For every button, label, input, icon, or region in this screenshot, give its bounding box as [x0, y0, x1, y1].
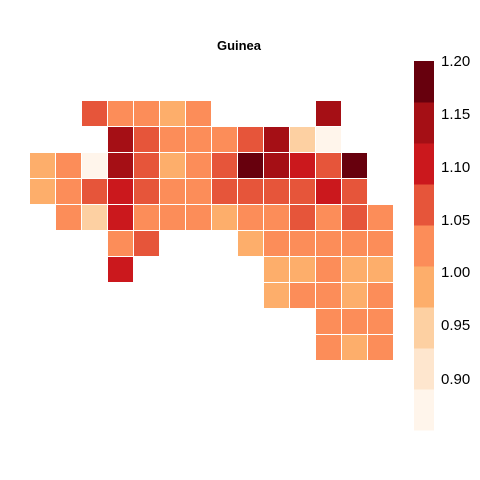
- heatmap-cell: [238, 153, 263, 178]
- heatmap-cell: [342, 309, 367, 334]
- heatmap-cell: [82, 153, 107, 178]
- heatmap-cell: [134, 179, 159, 204]
- heatmap-cell: [290, 179, 315, 204]
- heatmap-cell: [316, 153, 341, 178]
- heatmap-cell: [160, 179, 185, 204]
- heatmap-cell: [160, 127, 185, 152]
- heatmap-cell: [82, 101, 107, 126]
- heatmap-cell: [134, 101, 159, 126]
- legend-tick-label: 0.90: [441, 371, 470, 388]
- heatmap-cell: [212, 179, 237, 204]
- heatmap-cell: [212, 205, 237, 230]
- heatmap-cell: [368, 335, 393, 360]
- heatmap-cell: [368, 205, 393, 230]
- heatmap-cell: [290, 153, 315, 178]
- heatmap-cell: [264, 127, 289, 152]
- legend-tick-label: 1.10: [441, 159, 470, 176]
- legend-swatch: [414, 348, 434, 390]
- heatmap-cell: [238, 127, 263, 152]
- legend-swatch: [414, 266, 434, 308]
- heatmap-cell: [238, 205, 263, 230]
- heatmap-cell: [212, 127, 237, 152]
- heatmap-cell: [108, 205, 133, 230]
- legend-swatch: [414, 225, 434, 267]
- heatmap-cell: [316, 283, 341, 308]
- heatmap-cell: [108, 257, 133, 282]
- legend-tick-label: 1.20: [441, 53, 470, 70]
- heatmap-cell: [368, 257, 393, 282]
- legend-swatch: [414, 143, 434, 185]
- heatmap-cell: [212, 153, 237, 178]
- heatmap-cell: [316, 179, 341, 204]
- heatmap-cell: [108, 179, 133, 204]
- heatmap-cell: [368, 309, 393, 334]
- heatmap-cell: [290, 127, 315, 152]
- heatmap-cell: [264, 205, 289, 230]
- heatmap-cell: [186, 101, 211, 126]
- heatmap-cell: [186, 153, 211, 178]
- heatmap-cell: [316, 335, 341, 360]
- heatmap-cell: [82, 179, 107, 204]
- legend-swatch: [414, 389, 434, 431]
- heatmap-cell: [134, 205, 159, 230]
- heatmap-cell: [264, 257, 289, 282]
- heatmap-cell: [160, 153, 185, 178]
- heatmap-cell: [290, 231, 315, 256]
- legend-swatch: [414, 61, 434, 103]
- heatmap-cell: [342, 257, 367, 282]
- legend-tick-label: 1.00: [441, 264, 470, 281]
- legend-tick-label: 0.95: [441, 317, 470, 334]
- heatmap-cell: [342, 283, 367, 308]
- legend-tick-label: 1.05: [441, 212, 470, 229]
- heatmap-cell: [368, 283, 393, 308]
- heatmap-cell: [134, 153, 159, 178]
- heatmap-cell: [134, 127, 159, 152]
- heatmap-cell: [108, 101, 133, 126]
- heatmap-cell: [30, 153, 55, 178]
- heatmap-cell: [108, 231, 133, 256]
- heatmap-cell: [134, 231, 159, 256]
- heatmap-cell: [342, 205, 367, 230]
- heatmap-cell: [160, 101, 185, 126]
- heatmap-cell: [316, 127, 341, 152]
- heatmap-cell: [342, 179, 367, 204]
- heatmap-cell: [238, 179, 263, 204]
- heatmap-cell: [342, 153, 367, 178]
- heatmap-cell: [108, 127, 133, 152]
- heatmap-cell: [368, 231, 393, 256]
- heatmap-cell: [30, 179, 55, 204]
- heatmap-cell: [290, 283, 315, 308]
- heatmap-cell: [186, 205, 211, 230]
- heatmap-cell: [316, 309, 341, 334]
- heatmap-cell: [264, 153, 289, 178]
- chart-title: Guinea: [217, 38, 262, 53]
- heatmap-cell: [160, 205, 185, 230]
- heatmap-cell: [186, 127, 211, 152]
- heatmap-cell: [290, 257, 315, 282]
- heatmap-cell: [108, 153, 133, 178]
- heatmap-cell: [56, 205, 81, 230]
- legend-tick-label: 1.15: [441, 106, 470, 123]
- heatmap-cell: [316, 205, 341, 230]
- heatmap-cell: [56, 179, 81, 204]
- heatmap-cell: [186, 179, 211, 204]
- legend-swatch: [414, 307, 434, 349]
- heatmap-cell: [316, 257, 341, 282]
- heatmap-cells: [30, 101, 393, 360]
- heatmap-cell: [316, 231, 341, 256]
- heatmap-cell: [264, 179, 289, 204]
- heatmap-cell: [56, 153, 81, 178]
- heatmap-cell: [264, 283, 289, 308]
- legend-swatch: [414, 102, 434, 144]
- heatmap-cell: [290, 205, 315, 230]
- heatmap-cell: [238, 231, 263, 256]
- heatmap-cell: [316, 101, 341, 126]
- heatmap-cell: [264, 231, 289, 256]
- color-legend: 1.20 1.15 1.10 1.05 1.00 0.95 0.90: [414, 53, 470, 431]
- legend-swatch: [414, 184, 434, 226]
- heatmap-cell: [342, 335, 367, 360]
- heatmap-cell: [82, 205, 107, 230]
- heatmap-cell: [342, 231, 367, 256]
